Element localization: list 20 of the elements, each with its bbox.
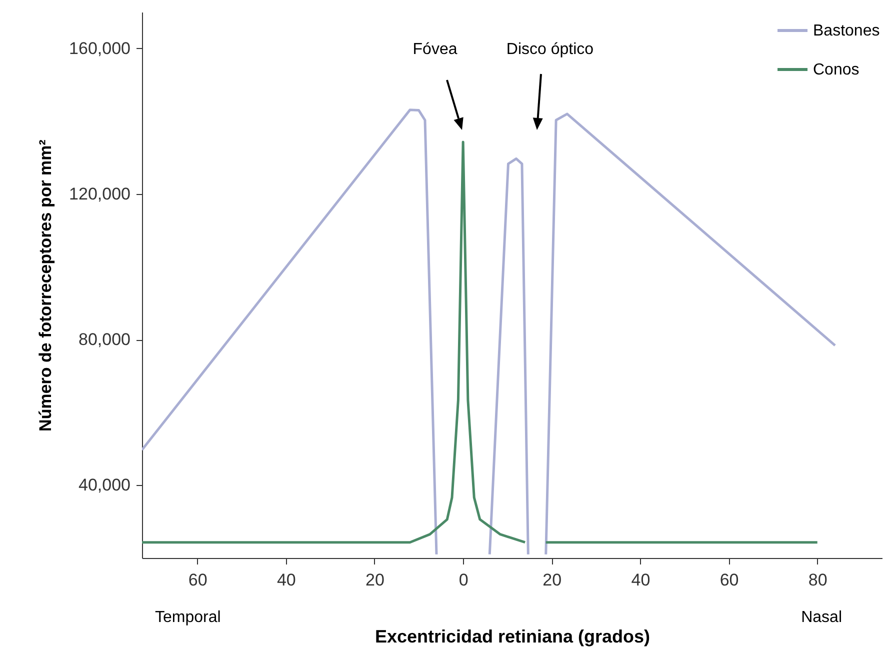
y-tick-label: 40,000 (78, 476, 130, 495)
x-axis-title: Excentricidad retiniana (grados) (374, 626, 650, 646)
text: Temporal (155, 609, 221, 626)
y-axis-title: Número de fotorreceptores por mm² (36, 139, 56, 432)
annotation: Disco óptico (506, 41, 594, 58)
y-tick-label: 160,000 (69, 38, 130, 58)
x-tick-label: 20 (366, 570, 384, 590)
x-tick-label: 60 (720, 570, 739, 590)
annotation: Fóvea (412, 41, 458, 58)
x-tick-label: 40 (276, 570, 296, 590)
y-tick-label: 80,000 (78, 330, 130, 350)
legend-label: Conos (813, 62, 860, 78)
x-tick-label: 40 (631, 570, 650, 590)
x-tick-label: 60 (188, 570, 208, 590)
legend-label: Bastones (813, 22, 880, 40)
y-tick-label: 120,000 (69, 184, 130, 204)
x-tick-label: 80 (808, 570, 828, 590)
x-tick-label: 0 (458, 570, 468, 590)
text: Nasal (801, 609, 842, 626)
x-tick-label: 20 (542, 570, 562, 590)
